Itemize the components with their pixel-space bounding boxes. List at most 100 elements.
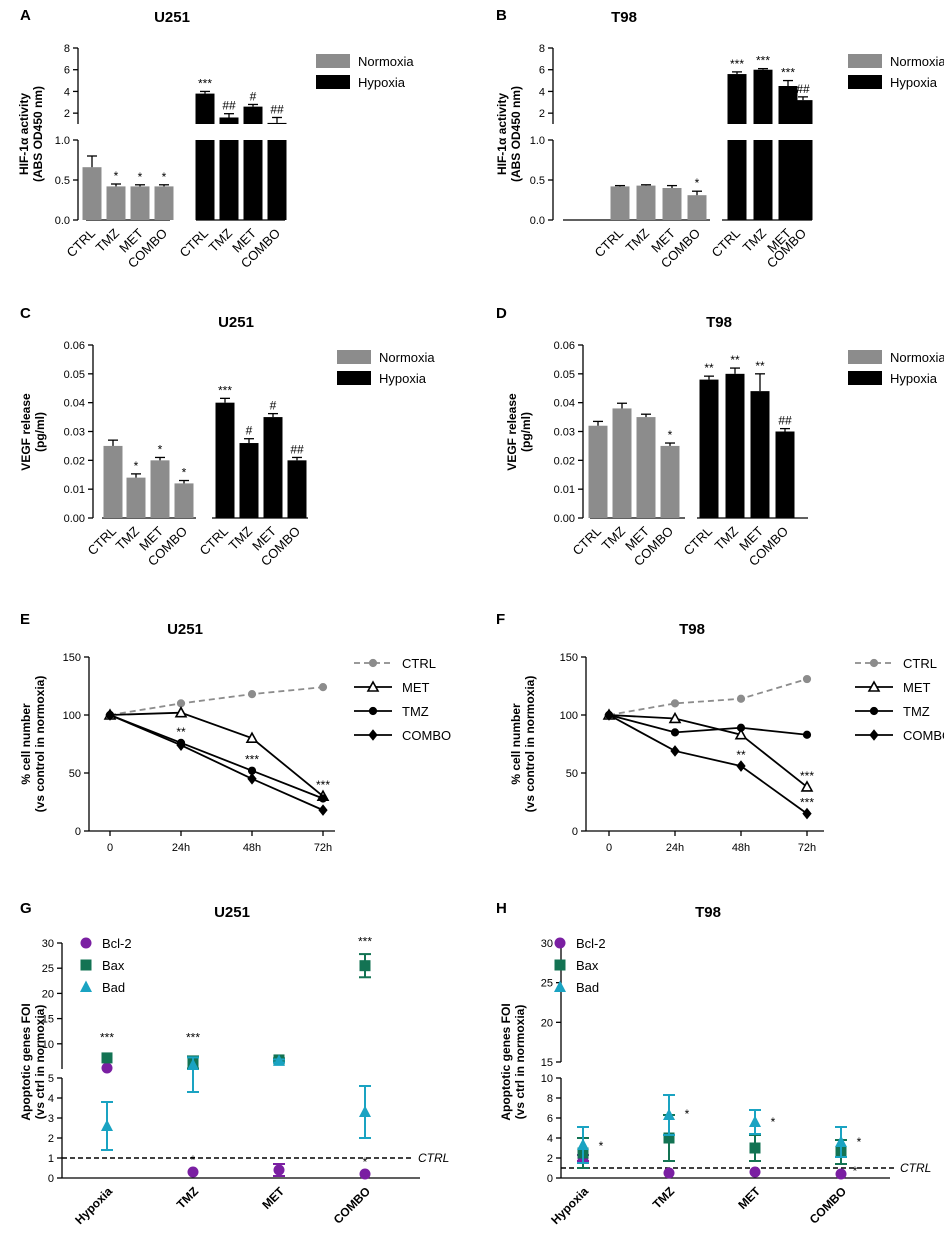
bar-lower-segment xyxy=(243,140,263,220)
data-point-tmz xyxy=(736,723,746,732)
y-tick-label: 30 xyxy=(541,938,553,950)
series-line-met xyxy=(608,714,808,788)
significance-label: *** xyxy=(316,778,330,792)
data-point-met xyxy=(174,706,188,718)
significance-label: *** xyxy=(358,935,372,949)
bar-upper-segment xyxy=(778,86,798,124)
data-point-bad xyxy=(835,1135,847,1147)
data-point-bad xyxy=(663,1108,675,1120)
bar-upper-segment xyxy=(195,93,215,124)
bar xyxy=(154,186,174,220)
y-tick-label: 3 xyxy=(48,1113,54,1125)
data-point-ctrl xyxy=(670,699,680,708)
data-point-combo xyxy=(176,739,186,751)
bar xyxy=(215,402,235,518)
x-tick-label: 24h xyxy=(666,842,684,854)
y-tick-label: 8 xyxy=(547,1093,553,1105)
y-tick-label: 50 xyxy=(69,768,81,780)
y-tick-label: 150 xyxy=(560,652,578,664)
x-tick-label: TMZ xyxy=(712,523,742,553)
legend-label: Hypoxia xyxy=(890,371,938,386)
y-tick-label: 0.00 xyxy=(554,513,575,525)
significance-label: * xyxy=(668,428,673,442)
y-axis-label: VEGF release(pg/ml) xyxy=(505,393,533,471)
y-tick-label: 4 xyxy=(64,86,70,98)
x-tick-label: 48h xyxy=(243,842,261,854)
y-tick-label: 50 xyxy=(566,768,578,780)
y-tick-label: 20 xyxy=(541,1017,553,1029)
legend-label: MET xyxy=(903,680,931,695)
ctrl-reference-label: CTRL xyxy=(900,1161,931,1175)
series-line-combo xyxy=(109,714,324,811)
chart-title: U251 xyxy=(218,314,254,331)
panel-E: E U251 0 50 100 150 0 24h 48h 72h % cell number(vs… xyxy=(19,611,451,854)
x-tick-label: TMZ xyxy=(113,523,143,553)
legend-swatch-normoxia xyxy=(848,350,882,364)
significance-label: *** xyxy=(218,383,232,397)
y-tick-label: 2 xyxy=(547,1153,553,1165)
x-tick-label: 0 xyxy=(107,842,113,854)
y-axis-label-line: (vs ctrl in normoxia) xyxy=(513,1005,527,1120)
panel-letter: A xyxy=(20,7,31,24)
x-tick-label: Hypoxia xyxy=(548,1184,591,1227)
y-axis-label-line: HIF-1α activity xyxy=(495,93,509,175)
data-point-bcl-2 xyxy=(663,1167,675,1179)
legend-label: TMZ xyxy=(903,704,930,719)
x-tick-label: TMZ xyxy=(226,523,256,553)
panel-letter: C xyxy=(20,305,31,322)
x-tick-label: TMZ xyxy=(623,225,653,255)
bar-lower-segment xyxy=(778,140,798,220)
x-tick-label: 48h xyxy=(732,842,750,854)
legend-marker-combo xyxy=(368,729,378,741)
bar-upper-segment xyxy=(793,100,813,124)
legend-label: Hypoxia xyxy=(379,371,427,386)
data-point-bcl-2 xyxy=(101,1062,113,1074)
legend-label: Bcl-2 xyxy=(102,936,132,951)
data-point-bad xyxy=(359,1105,371,1117)
x-tick-label: 72h xyxy=(798,842,816,854)
y-axis-label-line: HIF-1α activity xyxy=(17,93,31,175)
legend-label: MET xyxy=(402,680,430,695)
bar xyxy=(82,167,102,220)
data-point-bad xyxy=(187,1058,199,1070)
significance-label: ## xyxy=(222,99,236,113)
data-point-combo xyxy=(670,745,680,757)
y-tick-label: 20 xyxy=(42,988,54,1000)
significance-label: * xyxy=(771,1115,776,1129)
data-point-combo xyxy=(802,807,812,820)
series-line-ctrl xyxy=(608,678,808,716)
bar xyxy=(612,408,632,518)
significance-label: * xyxy=(857,1135,862,1149)
legend-marker-met xyxy=(867,680,881,692)
bar xyxy=(660,445,680,518)
legend-swatch-normoxia xyxy=(337,350,371,364)
y-axis-label-line: (pg/ml) xyxy=(519,412,533,452)
data-point-met xyxy=(800,780,814,792)
y-tick-label: 15 xyxy=(42,1014,54,1026)
legend-label: Hypoxia xyxy=(890,75,938,90)
significance-label: * xyxy=(685,1107,690,1121)
bar xyxy=(287,460,307,518)
legend-swatch-normoxia xyxy=(848,54,882,68)
ctrl-reference-label: CTRL xyxy=(418,1151,449,1165)
panel-D: D T98 0.00 0.01 0.02 0.03 0.04 0.05 0.06 VEGF rel… xyxy=(496,305,944,569)
significance-label: * xyxy=(853,1164,858,1178)
series-line-combo xyxy=(608,714,808,815)
y-tick-label: 6 xyxy=(539,65,545,77)
legend-label: Normoxia xyxy=(890,54,944,69)
significance-label: *** xyxy=(756,54,770,68)
y-axis-label-line: % cell number xyxy=(19,703,33,785)
legend-marker-bad xyxy=(80,980,92,992)
data-point-bad xyxy=(577,1138,589,1150)
legend-marker-ctrl xyxy=(368,658,378,668)
chart-title: U251 xyxy=(154,9,190,26)
y-tick-label: 0.06 xyxy=(554,340,575,352)
x-tick-label: CTRL xyxy=(592,226,627,261)
data-point-met xyxy=(734,728,748,740)
bar xyxy=(126,477,146,518)
legend-marker-bax xyxy=(80,959,92,971)
significance-label: * xyxy=(158,442,163,456)
y-tick-label: 1 xyxy=(48,1153,54,1165)
y-tick-label: 0 xyxy=(75,826,81,838)
data-point-bcl-2 xyxy=(359,1168,371,1180)
